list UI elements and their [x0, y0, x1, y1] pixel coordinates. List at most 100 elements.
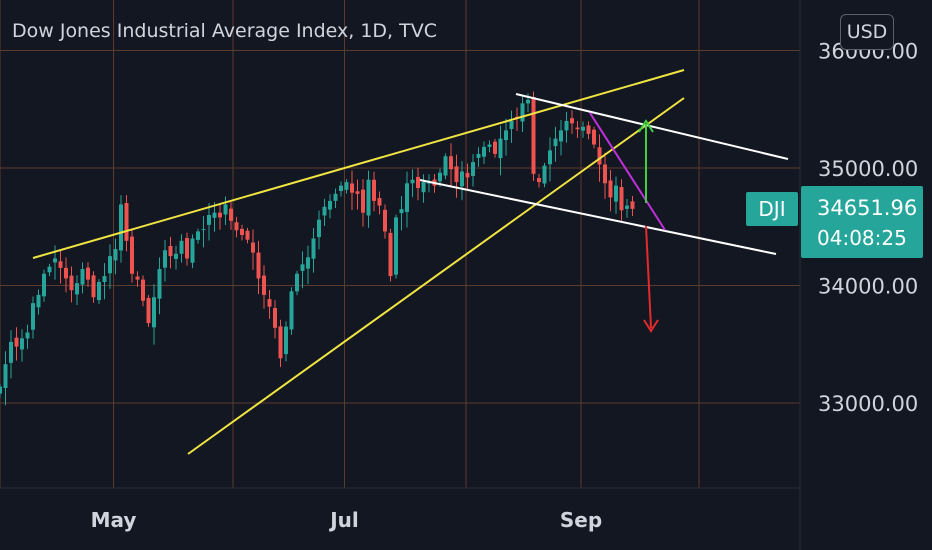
candle-body [603, 164, 607, 184]
candle-body [64, 267, 68, 279]
candle-body [289, 291, 294, 330]
candle-body [537, 178, 541, 183]
candle-body [168, 246, 173, 257]
lower-wedge-trendline[interactable] [187, 97, 685, 455]
candle-body [614, 185, 618, 202]
candle-body [223, 204, 228, 215]
candle-body [80, 269, 85, 285]
currency-button[interactable]: USD [840, 14, 894, 50]
candle-body [520, 103, 525, 122]
candle-body [597, 147, 602, 165]
candle-body [141, 279, 145, 301]
candle-body [69, 275, 74, 291]
candle-body [526, 99, 530, 104]
candle-body [9, 341, 13, 363]
candle-body [86, 267, 90, 280]
candle-body [278, 326, 283, 359]
time-axis[interactable]: May Jul Sep [91, 508, 603, 532]
candle-body [328, 200, 332, 210]
candle-body [251, 242, 255, 253]
candle-body [570, 118, 574, 124]
candle-body [399, 209, 404, 214]
candle-body [454, 166, 459, 183]
candlestick-series [0, 91, 635, 406]
last-price-value: 34651.96 [817, 196, 918, 220]
candle-body [0, 386, 2, 394]
candle-body [548, 150, 552, 165]
candle-body [476, 153, 481, 158]
candle-body [377, 198, 382, 206]
upper-wedge-trendline[interactable] [32, 69, 685, 259]
short-downtrend-line[interactable] [589, 112, 666, 231]
candle-body [619, 187, 624, 211]
target-up-arrowhead [638, 119, 654, 133]
candle-body [124, 203, 129, 241]
price-tick-label: 35000.00 [818, 157, 918, 181]
candle-body [333, 193, 338, 201]
candle-body [212, 212, 217, 218]
candle-body [306, 257, 310, 269]
candle-body [339, 185, 343, 192]
candle-body [355, 191, 360, 194]
candle-body [130, 236, 134, 274]
candle-body [586, 125, 591, 134]
candle-body [449, 156, 453, 170]
candle-body [493, 141, 497, 154]
candle-body [218, 212, 222, 218]
channel-lower-line[interactable] [419, 179, 777, 255]
candle-body [47, 266, 52, 273]
candle-body [322, 206, 327, 216]
candle-body [53, 258, 57, 263]
candle-body [509, 121, 514, 129]
candle-body [630, 201, 635, 209]
candle-body [504, 130, 508, 141]
time-tick-label: May [91, 508, 137, 532]
candle-body [388, 232, 393, 277]
candle-body [58, 261, 63, 268]
candle-body [267, 299, 272, 307]
candle-body [482, 146, 486, 157]
candle-body [438, 172, 442, 182]
candle-body [284, 326, 288, 355]
candle-body [113, 249, 118, 261]
candle-body [311, 238, 316, 259]
candle-body [196, 231, 200, 240]
candle-body [295, 273, 299, 292]
candle-body [581, 126, 585, 131]
candle-body [416, 176, 420, 188]
candle-body [300, 264, 305, 271]
candle-body [97, 281, 101, 301]
candle-body [234, 222, 239, 231]
drawing-overlay [32, 69, 789, 455]
candle-body [608, 180, 613, 198]
target-down-arrow-shaft[interactable] [645, 225, 652, 329]
candle-body [405, 183, 409, 212]
candle-body [240, 228, 244, 235]
candle-body [102, 276, 107, 282]
channel-upper-line[interactable] [515, 93, 789, 160]
symbol-badge: DJI [746, 192, 798, 226]
candle-body [366, 179, 371, 216]
candle-body [460, 171, 464, 187]
candle-body [410, 179, 415, 184]
candle-body [531, 97, 536, 174]
candle-body [14, 337, 19, 347]
price-tick-label: 33000.00 [818, 392, 918, 416]
candle-body [179, 240, 184, 254]
price-tick-label: 34000.00 [818, 275, 918, 299]
candle-body [185, 238, 189, 259]
candle-body [625, 205, 629, 209]
candle-body [443, 156, 448, 176]
bar-countdown: 04:08:25 [817, 226, 907, 250]
candle-body [42, 273, 46, 297]
candle-body [229, 208, 233, 221]
candle-body [262, 275, 266, 295]
candle-body [201, 229, 206, 231]
candle-body [421, 182, 426, 193]
last-price-badge: 34651.96 04:08:25 [801, 186, 923, 258]
candle-body [31, 303, 35, 330]
candle-body [207, 215, 211, 225]
candle-body [3, 364, 8, 388]
